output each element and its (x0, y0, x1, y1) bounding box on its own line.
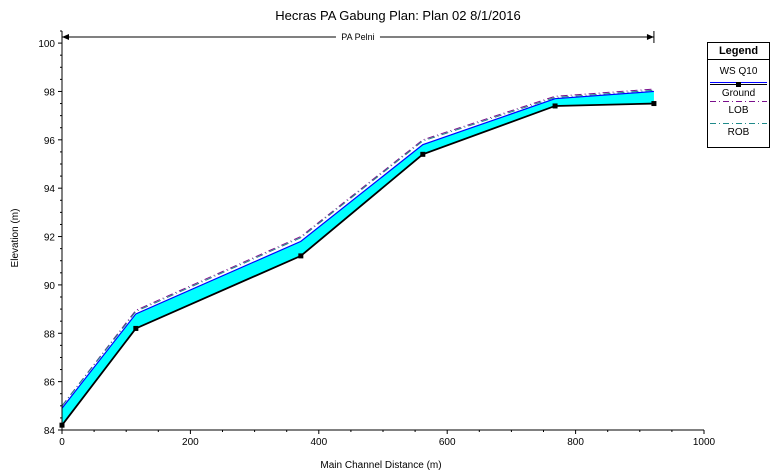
ground-point (420, 151, 426, 157)
water-fill (62, 91, 654, 426)
legend-label-ground: Ground (721, 88, 756, 99)
lob-line (61, 88, 654, 407)
x-tick-label: 0 (59, 437, 65, 448)
ground-line (61, 102, 654, 426)
ground-point (552, 103, 558, 109)
ground-point (651, 101, 657, 107)
legend-marker-ground (736, 82, 741, 87)
legend-label-lob: LOB (728, 105, 749, 116)
rob-line (61, 89, 654, 407)
y-tick-label: 90 (44, 281, 56, 292)
ground-point (298, 253, 304, 259)
reach-arrow-right (646, 34, 654, 40)
y-tick-label: 94 (44, 184, 56, 195)
legend-item-rob: ROB (708, 123, 769, 149)
y-tick-label: 96 (44, 136, 56, 147)
reach-label: PA Pelni (341, 32, 374, 42)
y-axis-label: Elevation (m) (10, 209, 21, 268)
x-tick-label: 1000 (693, 437, 716, 448)
ground-point (133, 325, 139, 331)
reach-label-bg (335, 31, 380, 43)
x-axis-label: Main Channel Distance (m) (320, 460, 441, 471)
legend-swatch-rob (710, 123, 767, 124)
chart-title: Hecras PA Gabung Plan: Plan 02 8/1/2016 (275, 8, 520, 23)
y-tick-label: 88 (44, 329, 56, 340)
x-tick-label: 600 (439, 437, 456, 448)
x-tick-label: 200 (182, 437, 199, 448)
y-tick-label: 100 (38, 39, 55, 50)
y-tick-label: 84 (44, 426, 56, 437)
legend-swatch-lob (710, 101, 767, 102)
legend-item-lob: LOB (708, 101, 769, 127)
x-tick-label: 800 (567, 437, 584, 448)
legend-item-ground: Ground (708, 82, 769, 110)
y-tick-label: 86 (44, 378, 56, 389)
legend-label-ws: WS Q10 (719, 66, 758, 77)
legend-label-rob: ROB (727, 127, 750, 138)
y-tick-label: 92 (44, 233, 56, 244)
legend: Legend WS Q10 Ground LOB ROB (707, 42, 770, 148)
y-tick-label: 98 (44, 87, 56, 98)
legend-title: Legend (708, 43, 769, 60)
ws-line (61, 90, 654, 409)
reach-arrow-left (62, 34, 69, 40)
x-tick-label: 400 (310, 437, 327, 448)
